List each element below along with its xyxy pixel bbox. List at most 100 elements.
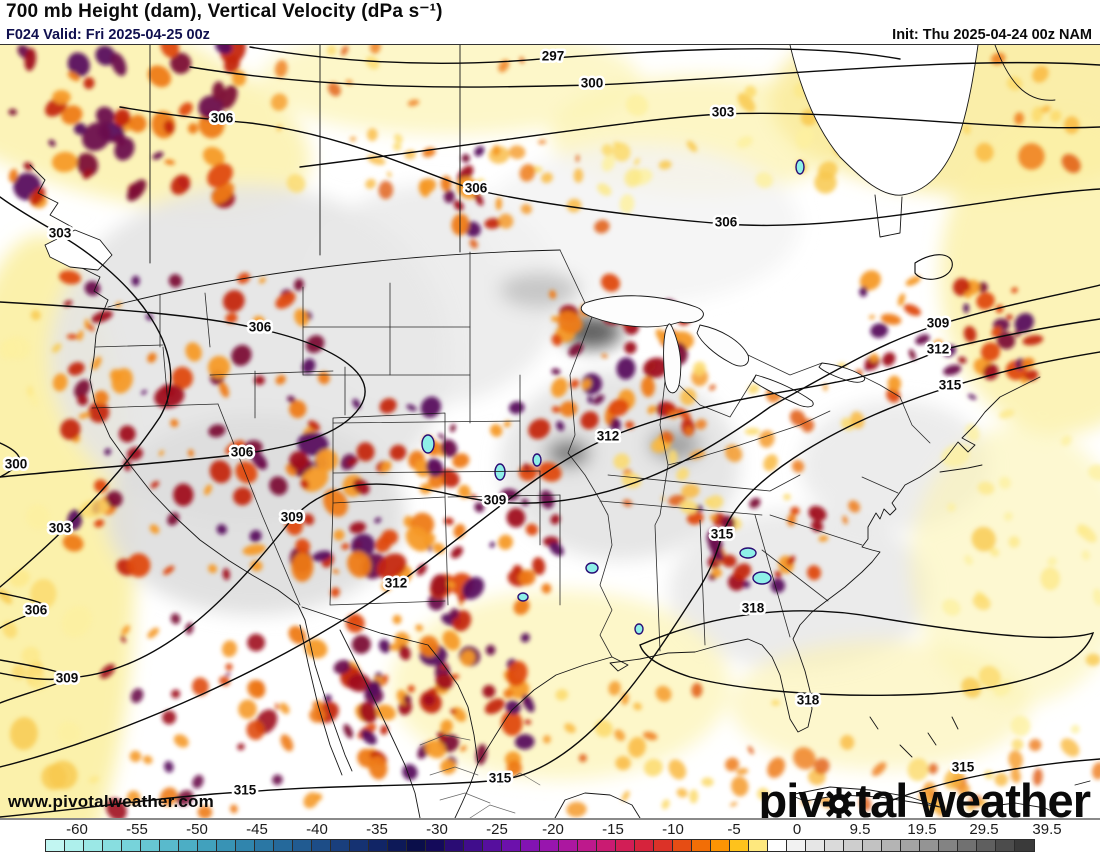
colorbar-segment [65,840,84,851]
colorbar-segment [293,840,312,851]
weather-map: 297 300 303 303 306 306 306 306 300 303 306 309 306 3… [0,45,1100,818]
colorbar-segment [996,840,1015,851]
colorbar-tick: -40 [306,821,328,838]
colorbar-tick: -50 [186,821,208,838]
contour-label: 309 [927,316,950,331]
watermark-url: www.pivotalweather.com [8,792,214,811]
contour-label: 309 [484,493,507,508]
colorbar-segment [825,840,844,851]
colorbar-segment [122,840,141,851]
colorbar-segment [597,840,616,851]
height-contour-layer [0,46,1100,818]
map-canvas: 297 300 303 303 306 306 306 306 300 303 306 309 306 3… [0,45,1100,818]
logo-text-right: tal weather [855,774,1091,818]
colorbar-segment [1015,840,1034,851]
colorbar-segment [711,840,730,851]
vertical-velocity-soft-fields [0,45,1100,818]
colorbar-tick: -10 [662,821,684,838]
colorbar-tick: -30 [426,821,448,838]
colorbar-segment [369,840,388,851]
contour-label: 306 [211,111,234,126]
colorbar-segment [521,840,540,851]
contour-label: 309 [281,510,304,525]
contour-label: 318 [797,693,820,708]
contour-label: 303 [49,226,72,241]
colorbar-segment [654,840,673,851]
colorbar-tick: 19.5 [907,821,937,838]
contour-label: 315 [489,771,512,786]
contour-label: 306 [249,320,272,335]
colorbar-segment [46,840,65,851]
contour-label: 312 [385,576,408,591]
contour-label: 303 [49,521,72,536]
colorbar-segment [160,840,179,851]
model-init-time: Init: Thu 2025-04-24 00z NAM [892,27,1092,43]
colorbar-tick-labels: -60 -55 -50 -45 -40 -35 -30 -25 -20 -15 -10 -5 0 9.5 1… [0,821,1100,838]
colorbar-segment [483,840,502,851]
colorbar-segment [939,840,958,851]
colorbar-tick: -45 [246,821,268,838]
colorbar-segment [882,840,901,851]
colorbar-tick: 9.5 [849,821,871,838]
contour-label: 300 [5,457,28,472]
contour-label: 318 [742,601,765,616]
colorbar-tick: -60 [66,821,88,838]
colorbar-segment [901,840,920,851]
contour-label: 315 [952,760,975,775]
colorbar-segment [730,840,749,851]
contour-label: 312 [597,429,620,444]
map-header: 700 mb Height (dam), Vertical Velocity (… [0,0,1100,45]
colorbar-segment [768,840,787,851]
colorbar-segment [236,840,255,851]
colorbar-segment [255,840,274,851]
logo-text-left: piv [758,774,825,818]
contour-labels-layer: 297 300 303 303 306 306 306 306 300 303 306 309 306 3… [2,46,977,800]
colorbar-segment [388,840,407,851]
contour-label: 315 [939,378,962,393]
contour-label: 303 [712,105,735,120]
colorbar-tick: -5 [727,821,741,838]
contour-label: 309 [56,671,79,686]
extreme-updraft-cores [421,159,805,635]
forecast-valid-time: F024 Valid: Fri 2025-04-25 00z [6,27,210,43]
colorbar-segment [274,840,293,851]
colorbar-segment [692,840,711,851]
colorbar-segment [749,840,768,851]
colorbar: -60 -55 -50 -45 -40 -35 -30 -25 -20 -15 -10 -5 0 9.5 1… [0,818,1100,852]
colorbar-tick: 39.5 [1032,821,1062,838]
contour-label: 306 [465,181,488,196]
colorbar-segment [84,840,103,851]
colorbar-tick: 0 [792,821,802,838]
colorbar-tick: -25 [486,821,508,838]
pivotal-weather-logo: piv tal weathe [758,774,1091,818]
colorbar-gradient [45,839,1035,852]
colorbar-tick: -35 [366,821,388,838]
contour-label: 297 [542,49,565,64]
colorbar-tick: -15 [602,821,624,838]
colorbar-tick: -55 [126,821,148,838]
colorbar-segment [103,840,122,851]
colorbar-segment [179,840,198,851]
colorbar-segment [312,840,331,851]
colorbar-segment [578,840,597,851]
colorbar-segment [958,840,977,851]
colorbar-segment [445,840,464,851]
colorbar-tick: -20 [542,821,564,838]
contour-label: 315 [234,783,257,798]
contour-label: 306 [231,445,254,460]
colorbar-segment [502,840,521,851]
colorbar-segment [331,840,350,851]
colorbar-segment [198,840,217,851]
colorbar-segment [540,840,559,851]
colorbar-segment [787,840,806,851]
contour-label: 300 [581,76,604,91]
colorbar-segment [350,840,369,851]
contour-label: 315 [711,527,734,542]
colorbar-segment [426,840,445,851]
colorbar-segment [407,840,426,851]
colorbar-segment [673,840,692,851]
colorbar-segment [635,840,654,851]
colorbar-segment [464,840,483,851]
contour-label: 306 [25,603,48,618]
map-title: 700 mb Height (dam), Vertical Velocity (… [6,1,443,22]
